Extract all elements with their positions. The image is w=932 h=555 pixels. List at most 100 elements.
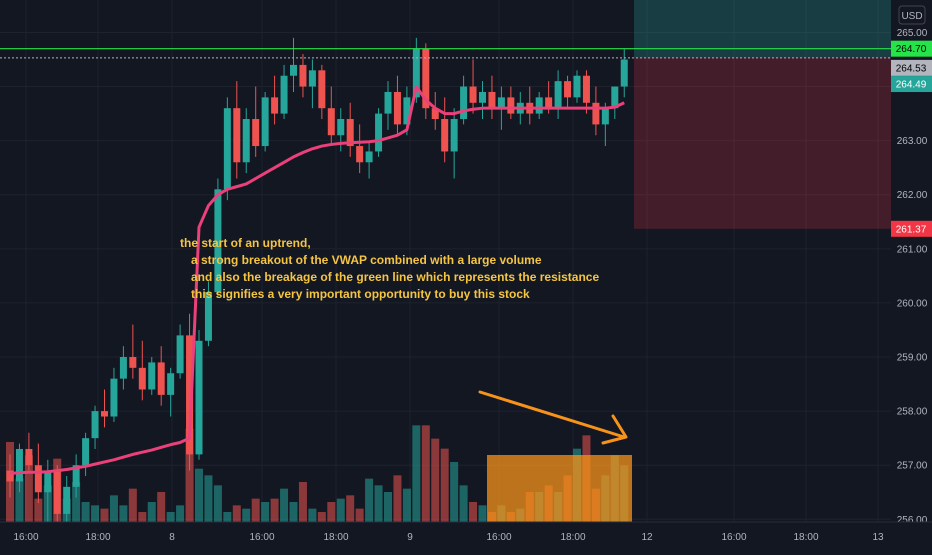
y-tick-label-2: 263.00 [897,136,928,147]
candle-body-59 [564,81,572,98]
volume-bar-38 [365,478,374,522]
volume-bar-3 [34,498,43,522]
annotation-line-1: the start of an uptrend, [180,236,311,250]
x-tick-label-7: 18:00 [560,532,585,543]
volume-bar-11 [109,495,118,522]
volume-bar-7 [72,482,81,522]
candle-body-62 [592,102,600,125]
annotation: the start of an uptrend, a strong breako… [180,236,599,301]
candle-body-50 [479,91,486,103]
candle-body-29 [280,75,288,114]
candle-body-32 [308,70,316,87]
candle-body-51 [488,91,496,109]
x-tick-label-4: 18:00 [323,532,348,543]
volume-bar-17 [166,512,175,522]
y-tick-label-7: 258.00 [897,407,928,418]
volume-bar-26 [251,498,260,522]
currency-button-frame[interactable] [898,5,926,25]
price-axis[interactable]: USD 265.00264.00263.00262.00261.00260.00… [891,0,932,550]
x-tick-label-5: 9 [407,532,413,543]
candle-body-40 [384,91,392,114]
volume-bar-37 [355,508,364,522]
vwap-line-group [9,85,625,475]
volume-bar-8 [81,502,90,522]
volume-bar-30 [289,502,298,522]
candle-body-23 [223,108,231,190]
x-tick-label-3: 16:00 [249,532,274,543]
candle-body-6 [63,486,71,514]
y-tick-label-0: 265.00 [897,28,928,39]
candle-body-24 [233,108,241,163]
candle-body-12 [119,357,127,379]
volume-bar-48 [459,485,468,522]
volume-bar-10 [100,508,109,522]
price-badge-3: 261.37 [896,224,927,235]
candle-body-10 [101,411,108,417]
volume-bar-43 [412,425,421,522]
candle-body-13 [129,357,137,368]
annotation-line-2: a strong breakout of the VWAP combined w… [191,253,542,267]
price-levels [0,48,891,59]
volume-bar-9 [91,505,100,522]
x-tick-label-1: 18:00 [85,532,110,543]
y-tick-label-8: 257.00 [897,461,928,472]
candle-body-31 [299,64,307,87]
y-tick-label-3: 262.00 [897,190,928,201]
x-tick-label-0: 16:00 [13,532,38,543]
x-tick-label-6: 16:00 [486,532,511,543]
candle-body-47 [450,119,458,152]
arrow-shaft [478,390,626,439]
x-tick-label-8: 12 [641,532,653,543]
candle-body-27 [261,97,269,147]
candle-body-38 [365,151,373,163]
volume-bar-39 [374,485,383,522]
candle-body-15 [148,362,156,390]
candle-body-0 [6,470,14,482]
candle-body-48 [460,86,468,120]
volume-bar-28 [270,498,279,522]
currency-label[interactable]: USD [901,11,922,22]
volume-bar-25 [242,508,251,522]
y-tick-label-5: 260.00 [897,298,928,309]
candle-body-64 [611,86,619,109]
candle-body-20 [195,340,203,455]
candle-body-5 [53,470,61,514]
volume-bar-23 [223,512,232,522]
candle-body-30 [290,64,297,76]
y-tick-label-6: 259.00 [897,353,928,364]
y-tick-label-4: 261.00 [897,244,928,255]
volume-bar-35 [336,498,345,522]
volume-bar-46 [440,448,449,522]
candle-body-8 [82,438,90,466]
candle-body-2 [25,448,33,466]
candle-body-33 [318,70,326,109]
x-tick-label-10: 18:00 [793,532,818,543]
volume-bar-44 [421,425,430,522]
volume-highlight [487,455,632,522]
candle-body-22 [214,189,222,293]
x-tick-label-2: 8 [169,532,175,543]
annotation-line-3: and also the breakage of the green line … [191,270,599,284]
volume-bar-29 [280,488,289,522]
volume-bar-33 [317,512,326,522]
candle-body-3 [34,465,42,493]
time-axis[interactable]: 16:00 18:00 8 16:00 18:00 9 16:00 18:00 12 16:00 1… [0,521,932,550]
candle-body-45 [431,108,439,120]
volume-bar-41 [393,475,402,522]
x-tick-label-9: 16:00 [721,532,746,543]
candle-body-34 [327,108,335,136]
candle-body-46 [441,119,449,152]
volume-bar-18 [176,505,185,522]
candle-body-63 [601,108,609,125]
candle-body-19 [186,335,194,455]
candle-body-57 [545,97,553,109]
time-axis-background [0,522,932,550]
candle-body-9 [91,411,99,439]
annotation-line-4: this signifies a very important opportun… [191,287,530,301]
candle-body-65 [620,59,628,87]
candle-body-42 [403,97,411,125]
price-badge-1: 264.53 [896,63,927,74]
candle-body-39 [375,113,383,152]
